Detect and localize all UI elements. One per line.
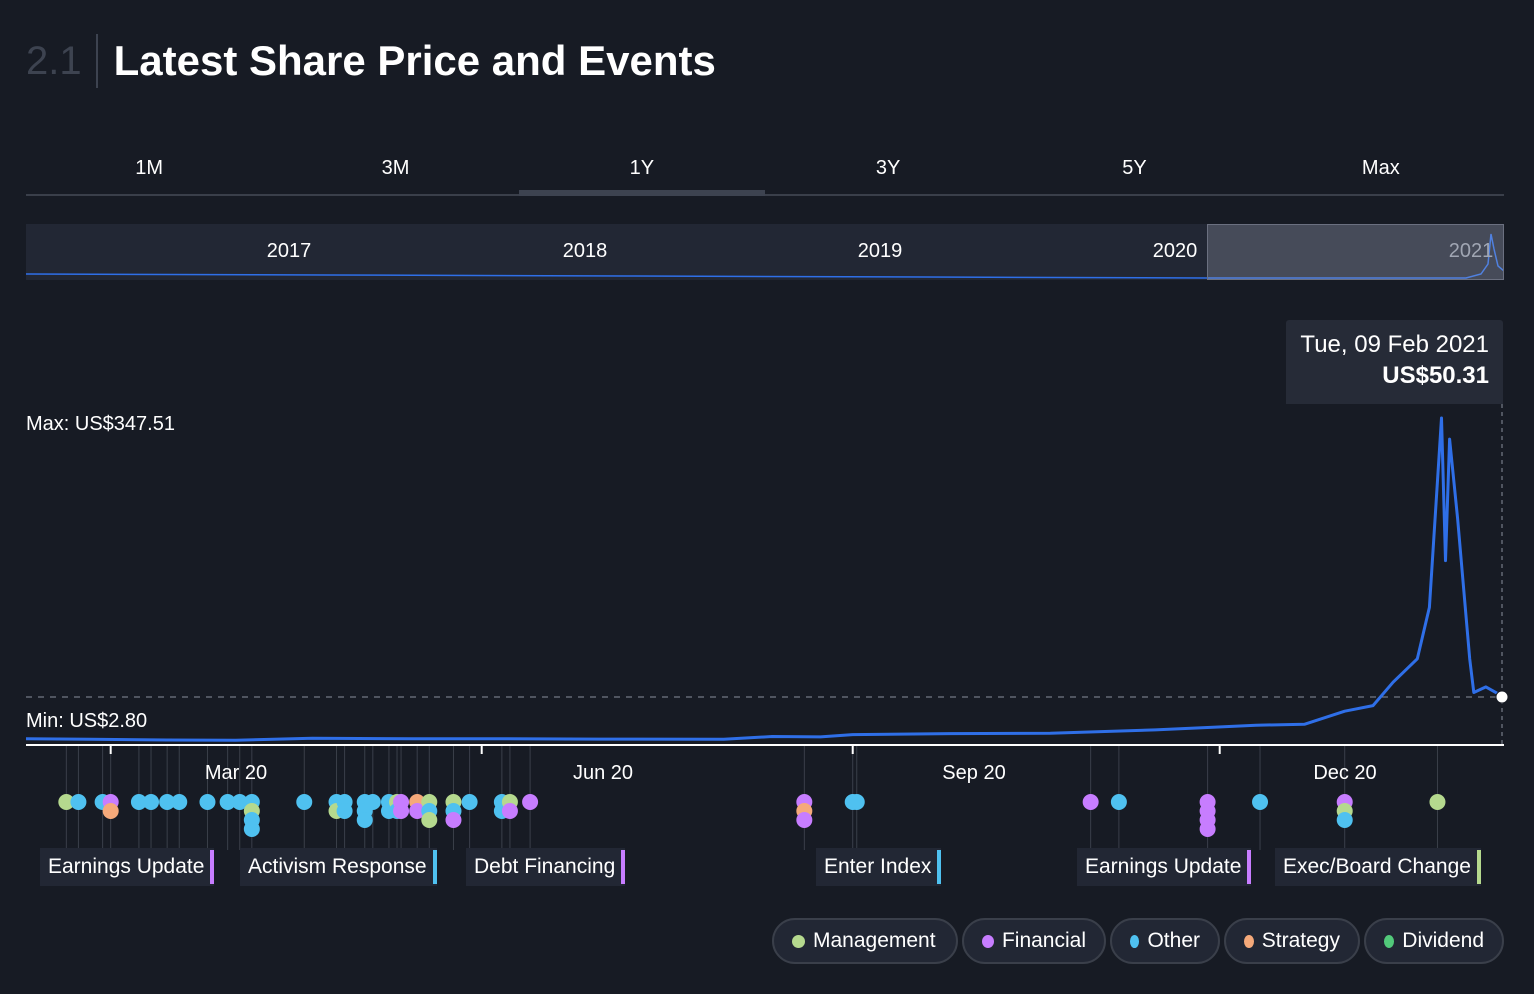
x-tick-label-mar: Mar 20 [204,762,268,784]
max-price-label: Max: US$347.51 [26,413,175,435]
price-chart[interactable] [0,0,1534,850]
legend-label: Financial [1001,929,1086,952]
event-marker-other[interactable] [231,794,248,810]
dividend-dot-icon [1384,934,1395,948]
tab-5y[interactable]: 5Y [1122,157,1147,179]
x-axis-ticks [109,745,1221,754]
legend-other[interactable]: Other [1110,918,1220,964]
event-marker-other[interactable] [356,812,373,828]
event-marker-financial[interactable] [501,803,518,819]
event-label-earnings-update[interactable]: Earnings Update [40,848,215,886]
navigator-year-2018: 2018 [562,240,608,262]
legend-financial[interactable]: Financial [962,918,1106,964]
legend-management[interactable]: Management [772,918,958,964]
event-marker-financial[interactable] [796,812,813,828]
navigator-price-line [26,233,1504,279]
event-marker-other[interactable] [1336,812,1353,828]
event-marker-other[interactable] [130,794,147,810]
navigator-year-2020: 2020 [1152,240,1198,262]
event-marker-strategy[interactable] [102,803,119,819]
navigator-sparkline [26,233,1504,279]
legend-dividend[interactable]: Dividend [1364,918,1504,964]
event-label-text: Exec/Board Change [1283,855,1471,878]
x-tick-label-jun: Jun 20 [572,762,634,784]
event-label-text: Earnings Update [48,855,205,878]
event-marker-other[interactable] [70,794,87,810]
event-marker-financial[interactable] [1082,794,1099,810]
price-line [25,416,1503,742]
price-tooltip: Tue, 09 Feb 2021 US$50.31 [1286,320,1503,404]
legend-label: Management [813,929,936,952]
range-tabs: 1M 3M 1Y 3Y 5Y Max [26,148,1504,196]
tooltip-date: Tue, 09 Feb 2021 [1300,331,1489,358]
event-markers [58,794,1446,837]
event-label-debt-financing[interactable]: Debt Financing [466,848,626,886]
event-label-text: Activism Response [248,855,427,878]
strategy-dot-icon [1244,934,1254,948]
event-marker-other[interactable] [199,794,216,810]
event-marker-other[interactable] [143,794,160,810]
navigator-selection-window[interactable] [1207,224,1504,280]
event-marker-other[interactable] [461,794,478,810]
event-marker-financial[interactable] [1199,821,1216,837]
event-marker-financial[interactable] [409,803,426,819]
event-label-activism-response[interactable]: Activism Response [240,848,437,886]
event-marker-management[interactable] [1429,794,1446,810]
event-marker-management[interactable] [421,812,438,828]
legend-label: Dividend [1402,929,1484,952]
navigator-year-2019: 2019 [857,240,903,262]
last-price-marker [1495,690,1509,704]
legend-strategy[interactable]: Strategy [1224,918,1360,964]
event-marker-other[interactable] [848,794,865,810]
event-marker-other[interactable] [159,794,176,810]
event-marker-other[interactable] [1252,794,1269,810]
tab-1y[interactable]: 1Y [518,148,766,196]
event-marker-management[interactable] [58,794,75,810]
event-type-bar [1247,850,1252,884]
event-marker-other[interactable] [171,794,188,810]
event-label-exec-board-change[interactable]: Exec/Board Change [1275,848,1481,886]
tab-3m[interactable]: 3M [381,157,410,179]
event-marker-other[interactable] [364,794,381,810]
management-dot-icon [792,934,805,948]
legend-label: Other [1147,929,1200,952]
event-label-enter-index[interactable]: Enter Index [816,848,942,886]
x-tick-label-dec: Dec 20 [1313,762,1377,784]
tooltip-value: US$50.31 [1382,362,1489,389]
event-type-bar [210,850,215,884]
section-number: 2.1 [26,34,98,88]
tab-1m[interactable]: 1M [135,157,164,179]
event-marker-other[interactable] [243,821,260,837]
navigator-year-2021: 2021 [1448,240,1494,262]
event-type-bar [937,850,942,884]
page-title: Latest Share Price and Events [113,37,716,84]
event-type-bar [1476,850,1481,884]
navigator-year-2017: 2017 [266,240,312,262]
event-label-earnings-update-2[interactable]: Earnings Update [1077,848,1252,886]
event-marker-other[interactable] [336,803,353,819]
event-marker-financial[interactable] [522,794,539,810]
event-stems [65,745,1438,850]
other-dot-icon [1130,934,1140,948]
x-tick-label-sep: Sep 20 [942,762,1006,784]
financial-dot-icon [982,934,994,948]
event-label-text: Enter Index [824,855,932,878]
event-marker-other[interactable] [219,794,236,810]
range-navigator[interactable]: 2017 2018 2019 2020 2021 [26,224,1504,280]
legend-label: Strategy [1261,929,1340,952]
event-type-bar [432,850,437,884]
event-marker-financial[interactable] [445,812,462,828]
event-marker-other[interactable] [296,794,313,810]
tab-3y[interactable]: 3Y [875,157,901,179]
event-label-text: Earnings Update [1085,855,1242,878]
event-type-bar [621,850,626,884]
section-header: 2.1 Latest Share Price and Events [26,34,716,88]
event-label-text: Debt Financing [474,855,616,878]
event-marker-other[interactable] [1110,794,1127,810]
min-price-label: Min: US$2.80 [26,710,148,732]
tab-max[interactable]: Max [1361,157,1400,179]
event-marker-financial[interactable] [393,803,410,819]
